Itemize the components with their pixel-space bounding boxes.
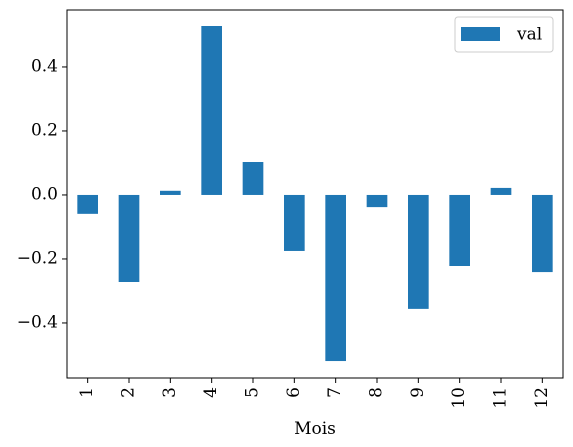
x-tick-label: 11 (491, 387, 511, 409)
x-tick-label: 7 (325, 387, 345, 398)
x-tick-label: 1 (77, 387, 97, 398)
bar (118, 194, 140, 282)
bar (366, 194, 388, 208)
y-tick-label: −0.2 (17, 248, 58, 268)
bar (201, 26, 222, 195)
legend-box (454, 16, 554, 53)
bar (532, 194, 553, 273)
bar (449, 194, 470, 266)
bar (325, 194, 346, 362)
bar (408, 194, 429, 309)
legend-label: val (516, 25, 542, 45)
bar (284, 194, 305, 251)
x-tick-label: 6 (284, 387, 304, 398)
x-tick-label: 2 (119, 387, 139, 398)
bar (490, 187, 512, 195)
legend-swatch (461, 27, 500, 41)
x-tick-label: 12 (532, 387, 552, 409)
x-tick-label: 5 (243, 387, 263, 398)
y-tick-label: 0.2 (31, 120, 58, 140)
x-tick-label: 3 (160, 387, 180, 398)
bar (77, 194, 98, 214)
x-tick-label: 10 (449, 387, 469, 409)
x-tick-label: 8 (367, 387, 387, 398)
y-tick-label: 0.0 (31, 184, 58, 204)
plot-frame (66, 9, 564, 379)
x-tick-label: 4 (201, 387, 221, 398)
bar (160, 190, 181, 195)
y-tick-label: 0.4 (31, 56, 58, 76)
x-axis-label: Mois (294, 419, 336, 439)
y-tick-label: −0.4 (17, 312, 58, 332)
bar (242, 162, 264, 195)
x-tick-label: 9 (408, 387, 428, 398)
